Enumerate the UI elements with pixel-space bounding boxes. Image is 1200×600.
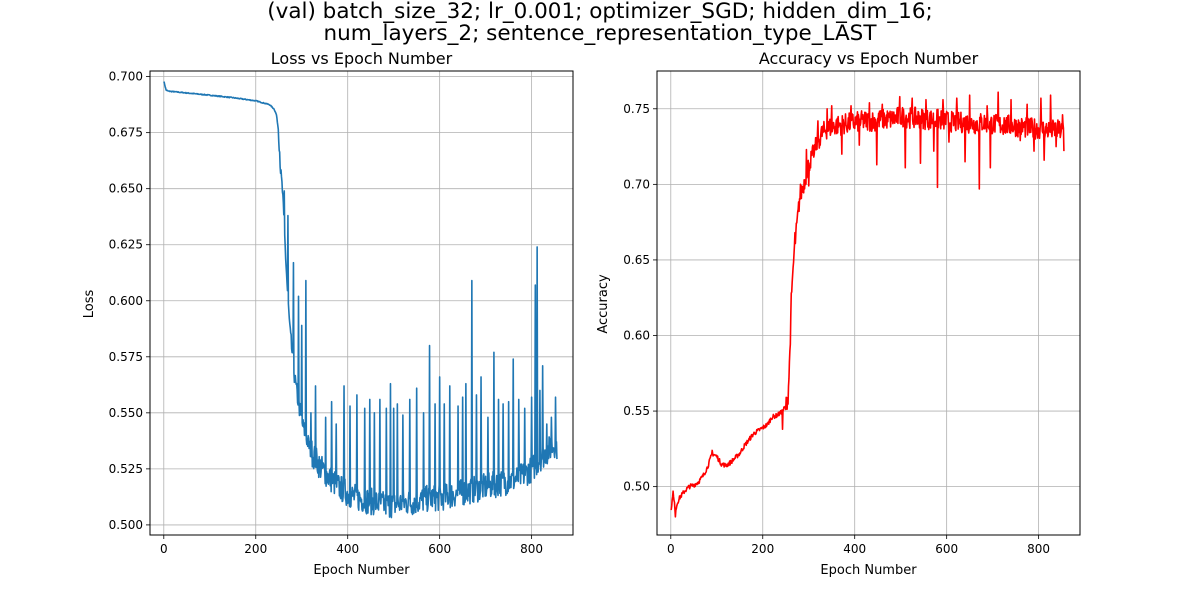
accuracy-x-axis-label: Epoch Number xyxy=(820,563,917,578)
loss-y-tick-label: 0.700 xyxy=(109,70,143,84)
accuracy-x-tick-label: 400 xyxy=(843,542,866,556)
accuracy-axes: Accuracy vs Epoch Number Epoch Number Ac… xyxy=(596,49,1081,578)
accuracy-plot-frame xyxy=(656,70,1081,536)
loss-x-tick-label: 200 xyxy=(244,542,267,556)
accuracy-y-tick-label: 0.55 xyxy=(623,404,650,418)
loss-y-tick-label: 0.525 xyxy=(109,462,143,476)
loss-series-line xyxy=(163,81,558,519)
accuracy-x-tick-label: 800 xyxy=(1027,542,1050,556)
accuracy-y-tick-label: 0.65 xyxy=(623,253,650,267)
loss-chart-title: Loss vs Epoch Number xyxy=(271,49,453,68)
loss-y-axis-label: Loss xyxy=(82,290,97,319)
loss-y-tick-label: 0.500 xyxy=(109,518,143,532)
loss-x-tick-label: 800 xyxy=(520,542,543,556)
accuracy-y-tick-label: 0.50 xyxy=(623,480,650,494)
figure-suptitle-line-1: (val) batch_size_32; lr_0.001; optimizer… xyxy=(267,0,933,24)
accuracy-x-tick-label: 600 xyxy=(935,542,958,556)
loss-axes: Loss vs Epoch Number Epoch Number Loss 0… xyxy=(82,49,574,578)
loss-y-tick-label: 0.550 xyxy=(109,406,143,420)
accuracy-y-tick-label: 0.60 xyxy=(623,328,650,342)
accuracy-chart-title: Accuracy vs Epoch Number xyxy=(759,49,979,68)
loss-y-tick-label: 0.600 xyxy=(109,294,143,308)
loss-x-tick-label: 600 xyxy=(428,542,451,556)
accuracy-y-tick-label: 0.70 xyxy=(623,177,650,191)
accuracy-y-axis-label: Accuracy xyxy=(596,274,611,334)
loss-y-tick-label: 0.650 xyxy=(109,182,143,196)
accuracy-x-tick-label: 200 xyxy=(751,542,774,556)
accuracy-series-line xyxy=(670,91,1065,518)
loss-plot-frame xyxy=(149,70,574,536)
loss-y-tick-label: 0.675 xyxy=(109,126,143,140)
loss-x-axis-label: Epoch Number xyxy=(313,563,410,578)
figure-suptitle-line-2: num_layers_2; sentence_representation_ty… xyxy=(323,21,877,46)
accuracy-x-tick-label: 0 xyxy=(667,542,675,556)
loss-x-tick-label: 400 xyxy=(336,542,359,556)
accuracy-y-tick-label: 0.75 xyxy=(623,102,650,116)
loss-y-tick-label: 0.625 xyxy=(109,238,143,252)
loss-x-tick-label: 0 xyxy=(160,542,168,556)
loss-y-tick-label: 0.575 xyxy=(109,350,143,364)
